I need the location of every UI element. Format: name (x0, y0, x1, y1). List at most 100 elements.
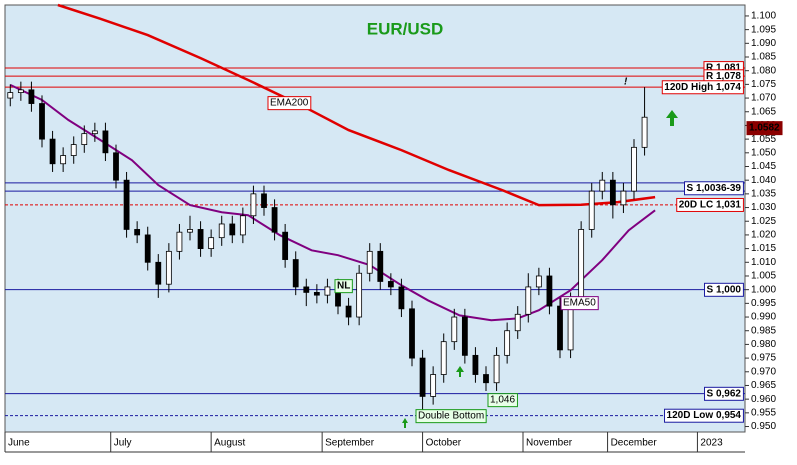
candle-body (218, 223, 225, 239)
candle-body (588, 190, 595, 230)
y-tick-label: 1.005 (751, 271, 776, 282)
candle-body (91, 130, 98, 135)
y-tick-label: 1.050 (751, 147, 776, 158)
candle-body (123, 179, 130, 230)
candle-body (366, 250, 373, 274)
level-label: R 1,081 (706, 63, 741, 74)
candle-body (514, 313, 521, 332)
label-box (487, 393, 518, 408)
label-box (661, 80, 744, 95)
candle-body (7, 92, 14, 99)
y-tick-label: 1.020 (751, 230, 776, 241)
x-tick-label: September (325, 438, 375, 449)
candle-body (631, 146, 637, 192)
candle-body (324, 286, 331, 296)
y-tick-label: 0.990 (751, 312, 776, 323)
candle-body (409, 308, 415, 359)
candle-body (641, 116, 648, 148)
candle-body (345, 305, 352, 318)
candle-body (17, 89, 24, 93)
candle-body (599, 179, 606, 192)
candle-body (144, 234, 151, 263)
candle-body (239, 215, 246, 236)
candle-body (451, 316, 458, 343)
candle-body (208, 237, 215, 250)
y-tick-label: 1.065 (751, 106, 776, 117)
annotation: 1,046 (490, 395, 515, 406)
label-box (415, 409, 487, 424)
annotation: Double Bottom (418, 411, 484, 422)
label-box (560, 296, 599, 311)
candle-body (535, 275, 542, 288)
label-box (704, 386, 744, 401)
label-box (746, 121, 783, 136)
candle-body (113, 152, 119, 181)
candle-body (440, 341, 447, 375)
candle-body (472, 354, 479, 375)
level-label: 20D LC 1,031 (679, 199, 742, 210)
line-label: EMA50 (563, 298, 596, 309)
y-tick-label: 1.090 (751, 38, 776, 49)
candle-body (578, 229, 585, 302)
candle-body (356, 272, 363, 318)
candle-body (377, 250, 384, 282)
candle-body (70, 144, 77, 156)
line-label: EMA200 (270, 98, 309, 109)
y-tick-label: 1.085 (751, 52, 776, 63)
candle-body (39, 103, 45, 140)
level-label: 120D Low 0,954 (667, 410, 742, 421)
candle-body (292, 259, 299, 288)
candle-body (165, 250, 172, 285)
y-tick-label: 0.970 (751, 366, 776, 377)
y-tick-label: 0.965 (751, 380, 776, 391)
candle-body (504, 330, 511, 356)
y-tick-label: 0.960 (751, 394, 776, 405)
candle-body (229, 223, 236, 236)
y-tick-label: 1.035 (751, 189, 776, 200)
level-label: S 1,000 (707, 284, 742, 295)
y-tick-label: 1.095 (751, 24, 776, 35)
candle-body (49, 138, 56, 165)
y-tick-label: 1.055 (751, 134, 776, 145)
level-label: S 0,962 (707, 388, 742, 399)
y-tick-label: 1.025 (751, 216, 776, 227)
label-box (334, 279, 353, 294)
candle-body (557, 305, 563, 351)
y-tick-label: 0.985 (751, 325, 776, 336)
label-box (684, 181, 744, 196)
candle-body (313, 292, 320, 296)
candle-body (430, 374, 437, 397)
candle-body (398, 286, 405, 310)
label-box (704, 282, 744, 297)
y-tick-label: 1.080 (751, 65, 776, 76)
chart-title: EUR/USD (367, 19, 444, 38)
level-label: S 1,0036-39 (687, 183, 742, 194)
label-box (664, 408, 744, 423)
plot-area (4, 4, 746, 433)
annotation: 1.0582 (749, 123, 780, 134)
candle-body (250, 193, 257, 217)
y-tick-label: 0.995 (751, 298, 776, 309)
candle-body (525, 286, 532, 315)
candle-body (197, 229, 204, 250)
y-tick-label: 1.030 (751, 202, 776, 213)
label-box (676, 197, 744, 212)
level-label: R 1,078 (706, 71, 741, 82)
x-tick-label: June (8, 438, 30, 449)
candle-body (28, 89, 35, 104)
x-tick-label: November (526, 438, 573, 449)
candle-body (60, 155, 67, 165)
candle-body (493, 354, 500, 384)
y-tick-label: 0.980 (751, 339, 776, 350)
x-tick-label: October (426, 438, 462, 449)
arrows (402, 110, 678, 428)
label-box (267, 96, 312, 111)
y-tick-label: 1.100 (751, 11, 776, 22)
x-tick-label: August (214, 438, 245, 449)
y-tick-label: 1.000 (751, 284, 776, 295)
x-tick-label: 2023 (700, 438, 723, 449)
annotation: NL (337, 281, 350, 292)
y-tick-label: 0.955 (751, 407, 776, 418)
candle-body (303, 286, 310, 293)
